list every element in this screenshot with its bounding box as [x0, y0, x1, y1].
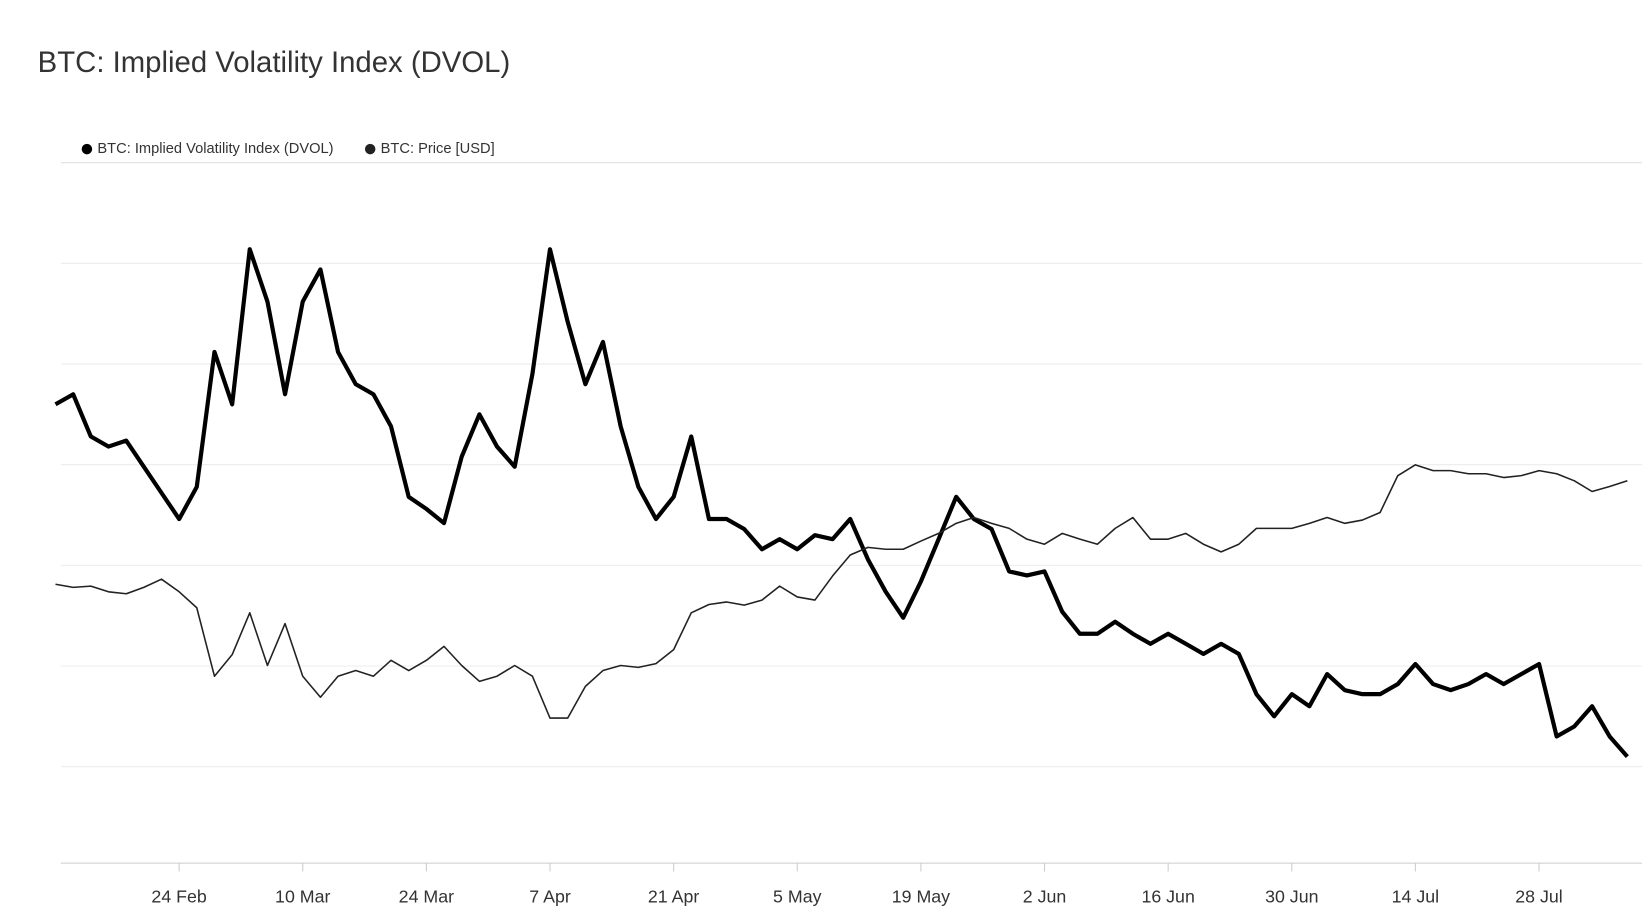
x-tick-label: 24 Feb — [151, 886, 206, 906]
x-tick-label: 14 Jul — [1392, 886, 1439, 906]
x-tick-label: 28 Jul — [1515, 886, 1562, 906]
x-tick-label: 2 Jun — [1023, 886, 1067, 906]
chart-title: BTC: Implied Volatility Index (DVOL) — [38, 46, 511, 79]
legend-label: BTC: Price [USD] — [381, 141, 495, 157]
series-line — [54, 247, 1629, 759]
x-tick-label: 24 Mar — [399, 886, 454, 906]
x-tick-label: 30 Jun — [1265, 886, 1318, 906]
x-tick-label: 19 May — [892, 886, 950, 906]
series-line — [55, 464, 1628, 719]
x-tick-label: 21 Apr — [648, 886, 699, 906]
x-tick-label: 7 Apr — [529, 886, 571, 906]
x-tick-label: 5 May — [773, 886, 822, 906]
legend-dot — [81, 143, 93, 155]
x-tick-label: 10 Mar — [275, 886, 330, 906]
x-tick-label: 16 Jun — [1141, 886, 1194, 906]
legend-dot — [364, 143, 376, 155]
legend-label: BTC: Implied Volatility Index (DVOL) — [97, 141, 333, 157]
